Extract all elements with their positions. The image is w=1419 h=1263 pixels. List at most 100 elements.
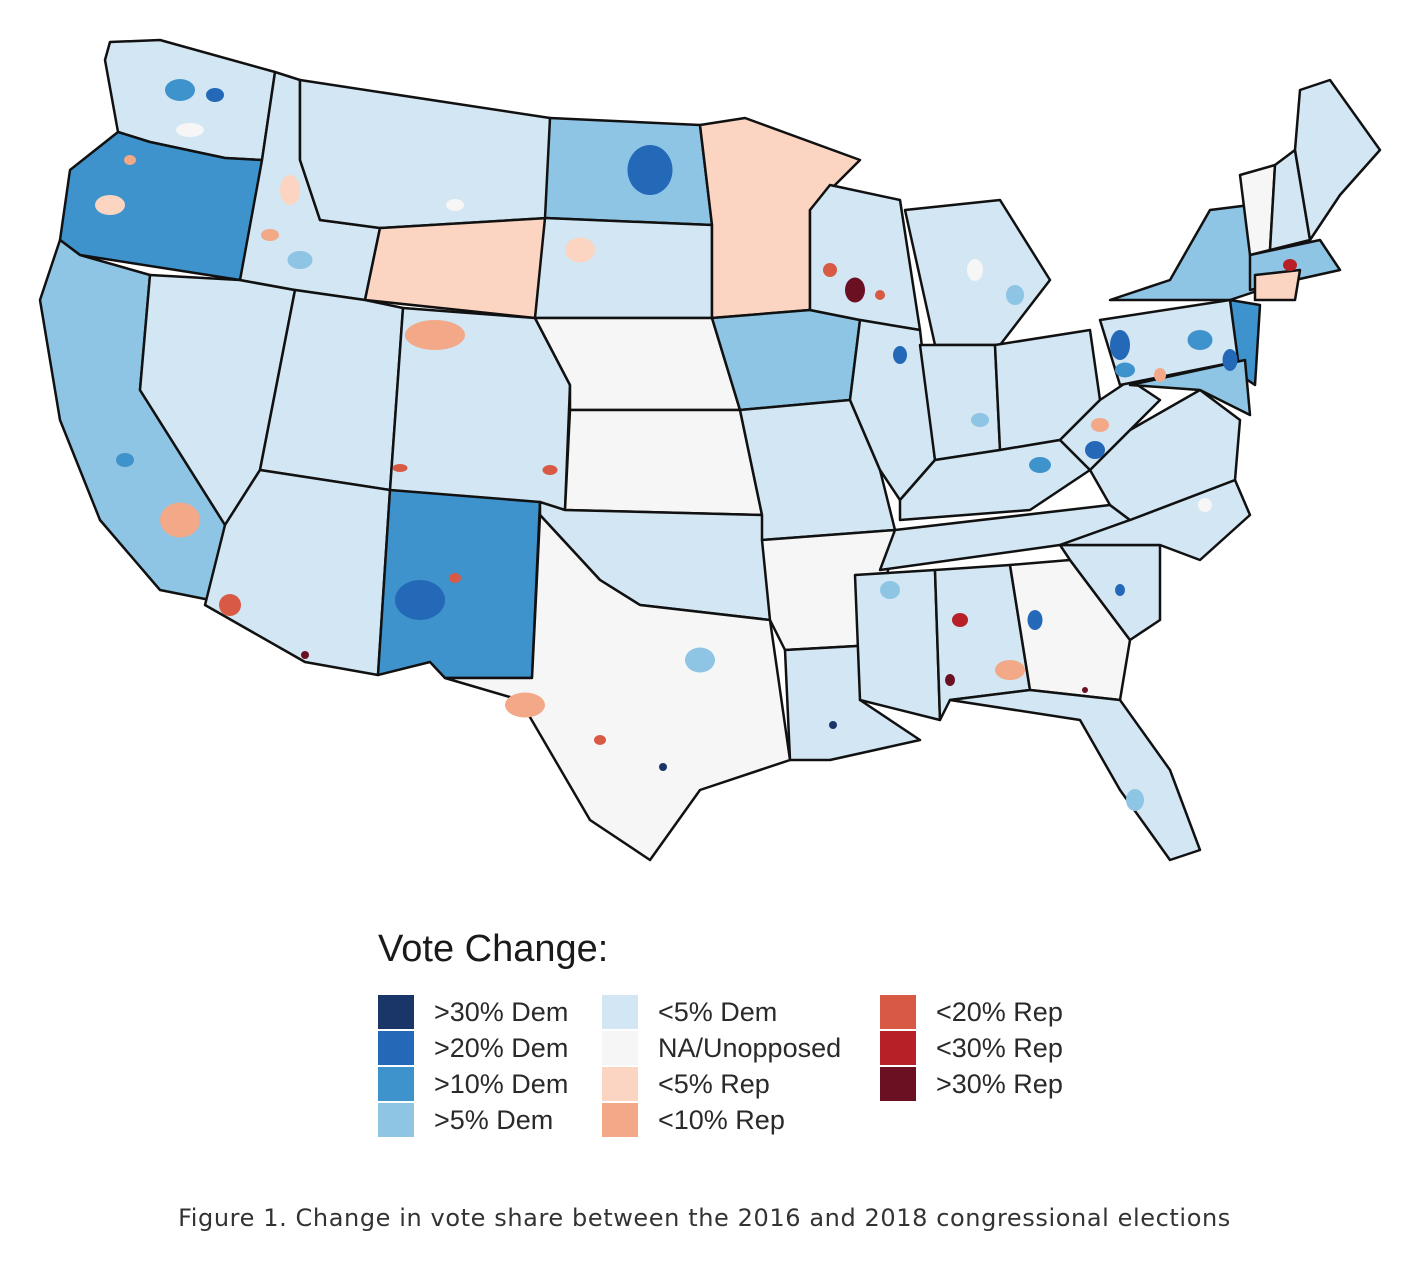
county-patch: [1154, 368, 1166, 382]
legend-label: >30% Rep: [936, 1068, 1063, 1099]
county-patch: [893, 346, 907, 364]
legend-swatch: [602, 1103, 638, 1137]
state-region-nj: [1228, 298, 1262, 387]
state-region-nm: [376, 488, 542, 680]
legend-swatch: [602, 1031, 638, 1065]
county-patch: [1126, 789, 1144, 811]
county-patch: [95, 195, 125, 215]
county-patch: [1082, 687, 1088, 693]
county-patch: [659, 763, 667, 771]
county-patch: [1091, 418, 1109, 432]
state-region-mt: [298, 78, 552, 230]
legend-item: >30% Dem: [378, 994, 568, 1030]
legend-item: >10% Dem: [378, 1066, 568, 1102]
state-region-me: [1293, 78, 1382, 242]
legend-title: Vote Change:: [378, 928, 609, 970]
legend-swatch: [378, 995, 414, 1029]
county-patch: [405, 320, 465, 350]
legend-swatch: [602, 995, 638, 1029]
county-patch: [116, 453, 134, 467]
county-patch: [1115, 362, 1135, 378]
state-region-ct: [1253, 268, 1302, 302]
county-patch: [730, 145, 760, 195]
county-patch: [1187, 330, 1213, 350]
state-region-ga: [1008, 558, 1132, 702]
figure-caption: Figure 1. Change in vote share between t…: [178, 1204, 1231, 1232]
county-patch: [1027, 610, 1043, 630]
county-patch: [1222, 349, 1238, 371]
legend-item: >30% Rep: [880, 1066, 1063, 1102]
county-patch: [1283, 259, 1297, 271]
legend-label: >10% Dem: [434, 1068, 569, 1099]
county-patch: [1029, 457, 1051, 473]
county-patch: [730, 320, 790, 360]
county-patch: [261, 229, 279, 241]
legend-item: >5% Dem: [378, 1102, 553, 1138]
state-region-wi: [808, 183, 922, 332]
legend-swatch: [880, 1067, 916, 1101]
legend-label: NA/Unopposed: [658, 1032, 842, 1063]
county-patch: [880, 581, 900, 599]
legend-label: >30% Dem: [434, 996, 569, 1027]
county-patch: [952, 613, 968, 627]
state-region-ks: [563, 408, 764, 517]
county-patch: [823, 263, 837, 277]
legend-swatch: [378, 1103, 414, 1137]
legend-label: >20% Dem: [434, 1032, 569, 1063]
state-region-md: [1128, 358, 1252, 417]
county-patch: [542, 465, 558, 475]
county-patch: [1198, 498, 1212, 512]
county-patch: [1110, 330, 1130, 360]
state-region-ny: [1108, 203, 1262, 302]
legend-item: NA/Unopposed: [602, 1030, 841, 1066]
county-patch: [829, 721, 837, 729]
county-patch: [505, 692, 545, 718]
state-regions: [38, 38, 1382, 862]
county-patch: [1006, 285, 1024, 305]
legend-item: <5% Rep: [602, 1066, 770, 1102]
legend-label: <30% Rep: [936, 1032, 1063, 1063]
county-patch: [565, 237, 595, 263]
county-patch: [995, 660, 1025, 680]
state-region-wv: [1058, 378, 1162, 472]
county-patch: [219, 594, 241, 616]
county-patch: [176, 123, 204, 137]
county-patch: [165, 79, 195, 101]
legend-label: <5% Dem: [658, 996, 778, 1027]
county-patch: [160, 502, 200, 538]
state-region-fl: [948, 688, 1202, 862]
legend-label: >5% Dem: [434, 1104, 554, 1135]
state-region-ia: [710, 308, 862, 412]
legend-swatch: [880, 995, 916, 1029]
county-patch: [206, 88, 224, 102]
legend-label: <10% Rep: [658, 1104, 785, 1135]
county-patch: [147, 170, 203, 200]
county-patch: [590, 175, 630, 205]
legend-item: <5% Dem: [602, 994, 777, 1030]
county-patch: [446, 199, 464, 211]
legend-item: <10% Rep: [602, 1102, 785, 1138]
county-patch: [124, 155, 136, 165]
county-patch: [449, 573, 461, 583]
legend-swatch: [880, 1031, 916, 1065]
county-patch: [594, 735, 606, 745]
county-variation-patches: [95, 79, 1297, 811]
county-patch: [945, 674, 955, 686]
county-patch: [450, 590, 490, 630]
county-patch: [280, 175, 300, 205]
state-region-sd: [533, 216, 714, 320]
county-patch: [627, 145, 673, 195]
county-patch: [845, 277, 865, 303]
legend-swatch: [378, 1067, 414, 1101]
us-choropleth-map: [38, 38, 1382, 862]
county-patch: [1085, 441, 1105, 459]
legend-item: >20% Dem: [378, 1030, 568, 1066]
county-patch: [392, 464, 408, 472]
county-patch: [287, 251, 313, 269]
legend-label: <20% Rep: [936, 996, 1063, 1027]
county-patch: [685, 647, 715, 673]
state-region-in: [918, 343, 1002, 462]
legend-item: <30% Rep: [880, 1030, 1063, 1066]
legend-item: <20% Rep: [880, 994, 1063, 1030]
legend-label: <5% Rep: [658, 1068, 770, 1099]
